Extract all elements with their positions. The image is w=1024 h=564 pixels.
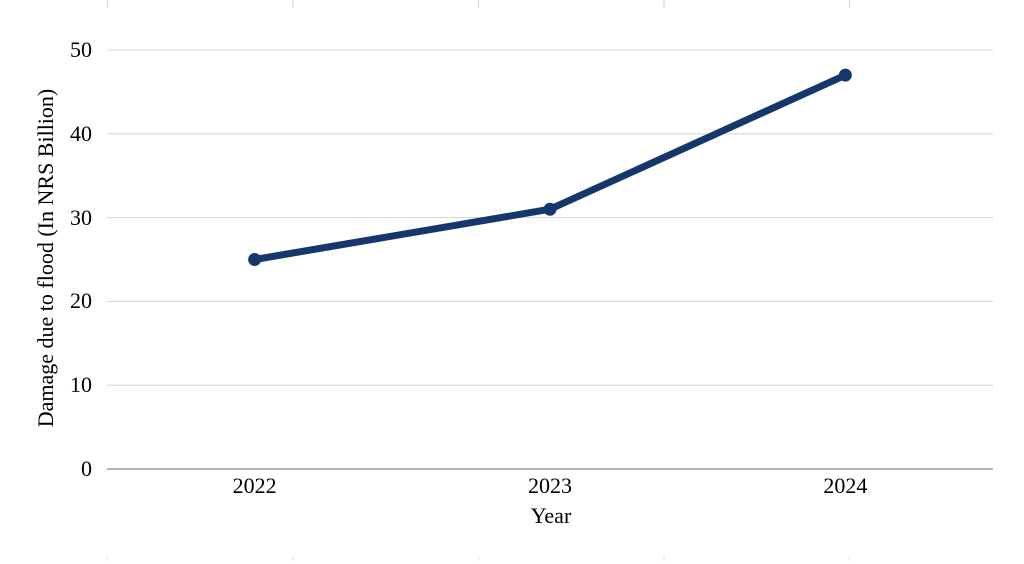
x-axis-title: Year (530, 503, 572, 528)
y-axis-title: Damage due to flood (In NRS Billion) (33, 88, 58, 428)
y-tick-label-20: 20 (70, 288, 92, 314)
data-point-2024 (838, 68, 852, 82)
y-tick-label-10: 10 (70, 372, 92, 398)
y-tick-label-40: 40 (70, 120, 92, 146)
y-tick-label-0: 0 (81, 456, 92, 481)
y-tick-label-30: 30 (70, 204, 92, 230)
y-tick-label-50: 50 (70, 37, 92, 62)
data-point-2023 (543, 202, 557, 216)
series-line (251, 71, 849, 263)
data-point-2022 (248, 253, 262, 266)
x-tick-label-2022: 2022 (232, 473, 277, 498)
x-tick-label-2023: 2023 (528, 473, 572, 498)
x-tick-label-2024: 2024 (823, 473, 868, 498)
